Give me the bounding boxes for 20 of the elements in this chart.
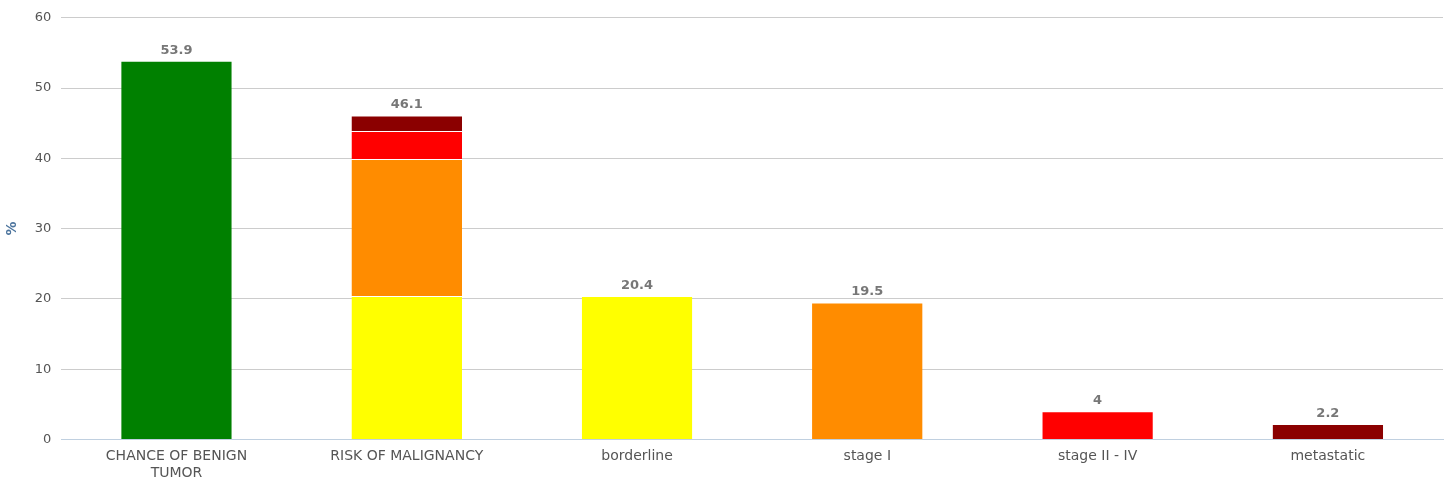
total-label: 19.5 bbox=[851, 283, 884, 299]
total-label: 46.1 bbox=[390, 96, 423, 112]
y-tick-label: 50 bbox=[34, 79, 52, 95]
x-tick-label: CHANCE OF BENIGN TUMOR bbox=[105, 447, 248, 481]
x-tick-label: metastatic bbox=[1290, 447, 1366, 464]
y-tick-label: 40 bbox=[34, 149, 52, 165]
y-axis-title: % bbox=[3, 221, 20, 236]
x-tick-label: borderline bbox=[601, 447, 673, 464]
y-tick-label: 60 bbox=[34, 9, 52, 25]
y-tick-label: 10 bbox=[34, 360, 52, 376]
total-label: 4 bbox=[1093, 392, 1103, 408]
y-tick-label: 30 bbox=[34, 219, 52, 235]
x-tick-label: stage II - IV bbox=[1057, 447, 1138, 464]
total-label: 53.9 bbox=[160, 41, 193, 57]
y-tick-label: 0 bbox=[43, 430, 52, 446]
total-label: 20.4 bbox=[620, 276, 654, 292]
x-tick-label: stage I bbox=[843, 447, 892, 464]
y-tick-label: 20 bbox=[34, 290, 52, 306]
x-tick-label: RISK OF MALIGNANCY bbox=[330, 447, 484, 464]
total-label: 2.2 bbox=[1316, 404, 1340, 420]
